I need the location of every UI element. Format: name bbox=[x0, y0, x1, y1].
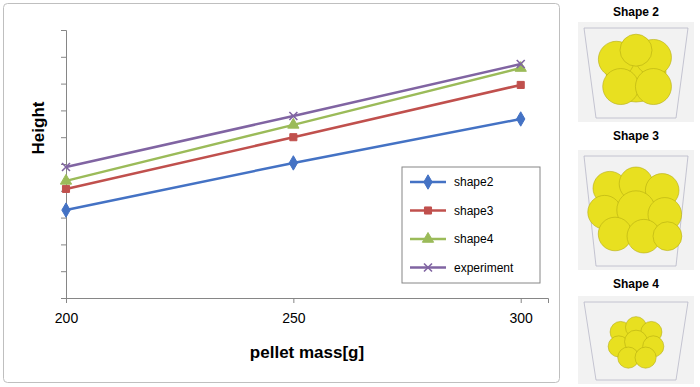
series-marker bbox=[62, 203, 70, 217]
x-tick: 200 bbox=[55, 298, 79, 326]
shape-picture-sphere bbox=[635, 347, 656, 368]
shape-picture bbox=[578, 296, 694, 384]
x-tick-mark bbox=[293, 298, 294, 303]
legend-entry: shape3 bbox=[410, 204, 494, 218]
shape-picture bbox=[578, 22, 694, 122]
x-tick-mark bbox=[521, 298, 522, 303]
shape-picture-bg bbox=[578, 22, 694, 122]
shape-label: Shape 3 bbox=[613, 129, 659, 143]
x-axis-title: pellet mass[g] bbox=[250, 343, 364, 362]
x-tick: 300 bbox=[510, 298, 534, 326]
shape-picture-sphere bbox=[653, 222, 682, 251]
series-marker bbox=[289, 156, 297, 170]
x-axis: 200 250 300 bbox=[55, 298, 549, 326]
series-marker bbox=[62, 185, 69, 192]
legend-box bbox=[402, 167, 540, 283]
y-tick-mark bbox=[61, 84, 66, 85]
y-tick bbox=[61, 137, 66, 138]
y-tick bbox=[61, 30, 66, 31]
shape-picture-sphere bbox=[598, 217, 632, 251]
y-tick-mark bbox=[61, 110, 66, 111]
y-tick bbox=[61, 57, 66, 58]
y-tick bbox=[61, 298, 66, 299]
shape-label: Shape 2 bbox=[613, 5, 659, 19]
y-tick-mark bbox=[61, 298, 66, 299]
legend-label: shape3 bbox=[454, 204, 494, 218]
shape-picture-sphere bbox=[603, 69, 639, 105]
series-marker bbox=[517, 81, 524, 88]
legend-swatch-marker bbox=[424, 175, 432, 189]
legend-entry: experiment bbox=[410, 261, 514, 275]
x-tick-label: 200 bbox=[55, 310, 79, 326]
legend-label: experiment bbox=[454, 261, 514, 275]
shape-picture-frame bbox=[584, 302, 688, 380]
series-marker bbox=[517, 112, 525, 126]
legend: shape2 shape3 shape4 experiment bbox=[402, 167, 540, 283]
legend-entry: shape4 bbox=[410, 232, 494, 246]
shape-pictures: Shape 2 Shape 3 Shape 4 bbox=[578, 5, 694, 384]
series-marker bbox=[60, 174, 71, 184]
legend-entry: shape2 bbox=[410, 175, 494, 189]
series-line bbox=[66, 64, 521, 167]
y-tick bbox=[61, 271, 66, 272]
shape-picture-bg bbox=[578, 150, 694, 270]
legend-swatch-marker bbox=[424, 264, 432, 272]
shape-picture-sphere bbox=[635, 69, 671, 105]
y-tick-mark bbox=[61, 30, 66, 31]
series-line bbox=[66, 68, 521, 181]
y-tick-mark bbox=[61, 244, 66, 245]
y-tick-mark bbox=[61, 57, 66, 58]
y-tick-mark bbox=[61, 271, 66, 272]
series-marker bbox=[290, 134, 297, 141]
y-tick-mark bbox=[61, 137, 66, 138]
series-marker bbox=[517, 60, 525, 68]
legend-label: shape4 bbox=[454, 232, 494, 246]
x-axis-line bbox=[67, 299, 549, 304]
shape-picture-sphere bbox=[620, 34, 652, 66]
y-tick bbox=[61, 244, 66, 245]
y-tick bbox=[61, 84, 66, 85]
legend-swatch-marker bbox=[424, 207, 431, 214]
x-tick: 250 bbox=[282, 298, 306, 326]
y-tick-mark bbox=[61, 218, 66, 219]
shape-label: Shape 4 bbox=[613, 277, 659, 291]
legend-swatch-marker bbox=[422, 232, 433, 242]
x-tick-label: 250 bbox=[282, 310, 306, 326]
shape-picture-frame bbox=[584, 156, 688, 266]
y-tick bbox=[61, 218, 66, 219]
legend-label: shape2 bbox=[454, 175, 494, 189]
chart-frame bbox=[4, 4, 560, 383]
chart-svg: 200250300pellet mass[g]Heightshape2shape… bbox=[0, 0, 700, 387]
x-tick-label: 300 bbox=[510, 310, 534, 326]
series-marker bbox=[62, 163, 70, 171]
y-tick bbox=[61, 110, 66, 111]
series-marker bbox=[289, 112, 297, 120]
y-axis-title: Height bbox=[29, 101, 48, 154]
x-tick-mark bbox=[66, 298, 67, 303]
shape-picture-frame bbox=[584, 28, 688, 118]
shape-picture bbox=[578, 150, 694, 270]
shape-picture-bg bbox=[578, 296, 694, 384]
